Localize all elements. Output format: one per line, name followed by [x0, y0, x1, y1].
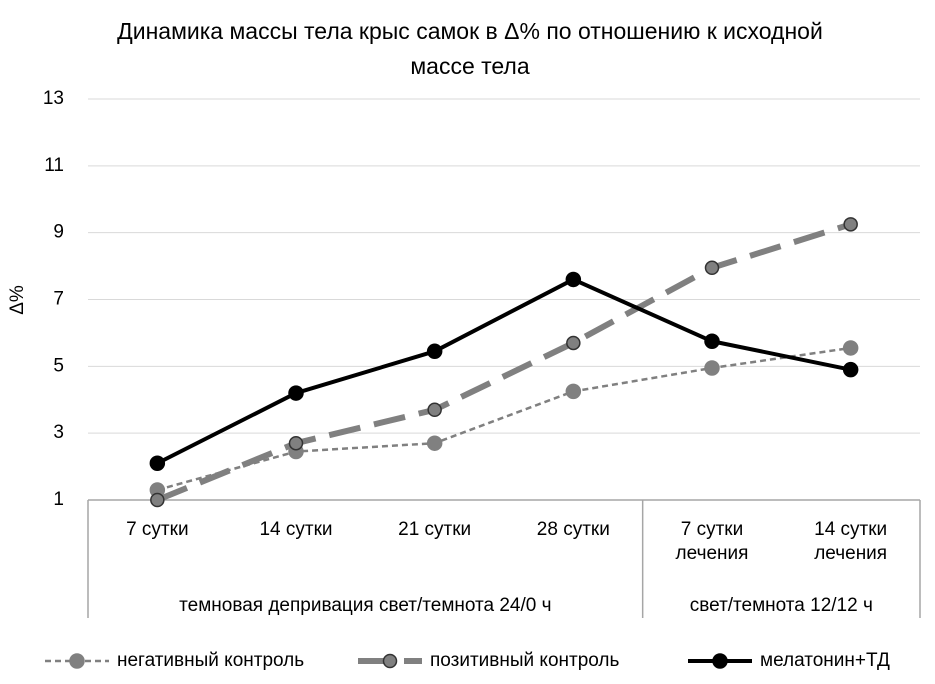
data-point — [704, 260, 720, 276]
y-tick-label: 1 — [53, 489, 64, 510]
data-point — [149, 455, 166, 471]
series-line — [156, 221, 852, 503]
legend-label: позитивный контроль — [430, 650, 620, 671]
y-axis-label: Δ% — [7, 285, 28, 315]
legend-marker — [382, 653, 398, 669]
group-label: темновая депривация свет/темнота 24/0 ч — [179, 595, 552, 616]
legend-label: мелатонин+ТД — [760, 650, 890, 671]
x-tick-label: 28 сутки — [536, 519, 610, 540]
data-point — [565, 383, 582, 400]
y-tick-label: 9 — [53, 222, 64, 243]
data-point — [842, 340, 859, 356]
y-tick-label: 13 — [43, 88, 64, 109]
y-tick-label: 7 — [53, 289, 64, 310]
legend-marker — [69, 653, 85, 669]
x-tick-label: 21 сутки — [398, 519, 472, 540]
data-point — [565, 271, 582, 288]
data-point — [426, 435, 443, 451]
data-point — [288, 385, 304, 401]
data-point — [704, 360, 720, 376]
data-point — [426, 343, 443, 360]
data-point — [288, 435, 304, 451]
legend-label: негативный контроль — [117, 650, 304, 671]
x-tick-label: 7 сутки лечения — [675, 519, 749, 564]
legend-marker — [712, 653, 728, 669]
x-tick-label: 14 сутки — [259, 519, 333, 540]
data-point — [427, 402, 442, 418]
data-point — [843, 217, 858, 232]
group-label: свет/темнота 12/12 ч — [689, 595, 873, 616]
series-line — [156, 346, 851, 492]
series-line — [156, 277, 852, 466]
y-tick-label: 5 — [53, 355, 64, 376]
x-tick-label: 7 сутки — [126, 519, 189, 540]
data-point — [566, 335, 581, 351]
y-tick-label: 3 — [53, 422, 64, 443]
data-point — [842, 361, 859, 378]
x-tick-label: 14 сутки лечения — [814, 519, 888, 564]
data-point — [704, 333, 720, 350]
y-tick-label: 11 — [44, 155, 64, 176]
chart-title: Динамика массы тела крыс самок в Δ% по о… — [117, 18, 823, 79]
data-point — [150, 492, 165, 508]
